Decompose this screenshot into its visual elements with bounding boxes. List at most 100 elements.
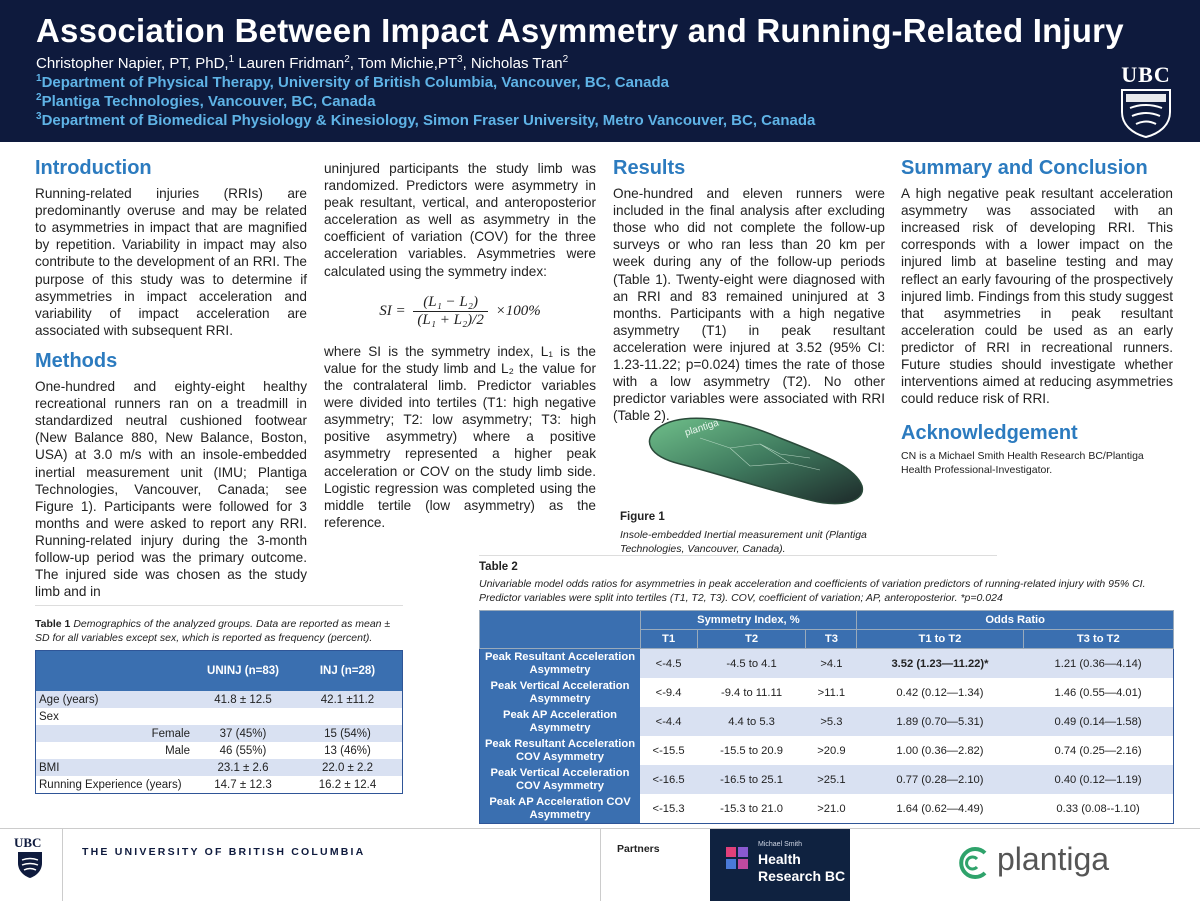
table-cell: Age (years) (35, 691, 193, 708)
table2-sub-header: T2 (696, 629, 807, 649)
table-row: Peak Vertical Acceleration COV Asymmetry… (479, 765, 1174, 794)
table-cell: <-15.5 (640, 736, 698, 765)
table-cell: 22.0 ± 2.2 (293, 759, 403, 776)
table-cell: BMI (35, 759, 193, 776)
formula-numerator: (L₁ − L₂) (413, 294, 488, 312)
table-row: Female 37 (45%) 15 (54%) (35, 725, 403, 742)
table-cell: -16.5 to 25.1 (697, 765, 806, 794)
column-3: Results One-hundred and eleven runners w… (613, 157, 885, 424)
table1-header (35, 650, 193, 691)
affiliation-1: 1Department of Physical Therapy, Univers… (36, 73, 669, 91)
plantiga-logo: plantiga (955, 839, 1125, 889)
table2-group-header: Symmetry Index, % (639, 610, 858, 630)
table-row: BMI 23.1 ± 2.6 22.0 ± 2.2 (35, 759, 403, 776)
table2-sub-header: T1 (639, 629, 698, 649)
figure1-label: Figure 1 (620, 511, 665, 523)
summary-heading: Summary and Conclusion (901, 157, 1148, 179)
author-name: , Nicholas Tran (462, 55, 563, 72)
table-cell: 46 (55%) (193, 742, 293, 759)
table-cell: 41.8 ± 12.5 (193, 691, 293, 708)
table2-label: Table 2 (479, 561, 518, 573)
methods-heading: Methods (35, 349, 118, 372)
table2-corner (479, 610, 641, 649)
table-row: Age (years) 41.8 ± 12.5 42.1 ±11.2 (35, 691, 403, 708)
table-cell: 0.33 (0.08--1.10) (1023, 794, 1174, 824)
table-cell: Running Experience (years) (35, 776, 193, 794)
affiliation-3: 3Department of Biomedical Physiology & K… (36, 111, 815, 129)
table2-group-header: Odds Ratio (856, 610, 1174, 630)
table2-sub-header: T3 (805, 629, 858, 649)
poster-header: Association Between Impact Asymmetry and… (0, 0, 1200, 142)
plantiga-wordmark: plantiga (997, 841, 1110, 877)
table-row: Peak Resultant Acceleration COV Asymmetr… (479, 736, 1174, 765)
table-cell: 1.64 (0.62—4.49) (856, 794, 1024, 824)
table-cell: 1.00 (0.36—2.82) (856, 736, 1024, 765)
table2-sub-header: T1 to T2 (856, 629, 1024, 649)
author-sup: 2 (344, 54, 350, 65)
table2-sub-header-row: T1 T2 T3 T1 to T2 T3 to T2 (480, 629, 1175, 649)
table-cell: Male (35, 742, 193, 759)
affil-num: 2 (36, 92, 42, 103)
poster-footer: UBC THE UNIVERSITY OF BRITISH COLUMBIA P… (0, 828, 1200, 901)
footer-ubc-logo-box: UBC (0, 829, 63, 901)
plantiga-mark-icon (959, 847, 987, 879)
affil-text: Department of Physical Therapy, Universi… (41, 74, 669, 91)
table-cell: >25.1 (805, 765, 857, 794)
table-cell: <-4.4 (640, 707, 698, 736)
author-sup: 1 (228, 54, 235, 65)
formula-rhs: ×100% (495, 302, 541, 319)
author-name: Christopher Napier, PT, PhD, (36, 55, 229, 72)
table-cell: 1.46 (0.55—4.01) (1023, 678, 1174, 707)
affil-text: Department of Biomedical Physiology & Ki… (41, 112, 816, 129)
table-cell: <-4.5 (640, 648, 698, 678)
table1-label: Table 1 (35, 618, 71, 630)
formula-fraction: (L₁ − L₂) (L₁ + L₂)/2 (413, 294, 488, 329)
table-row: Peak Vertical Acceleration Asymmetry <-9… (479, 678, 1174, 707)
results-heading: Results (613, 157, 686, 179)
table-cell: 0.40 (0.12—1.19) (1023, 765, 1174, 794)
msh-line-1: Health (758, 851, 801, 867)
table-cell: 16.2 ± 12.4 (293, 776, 403, 794)
footer-ubc-logo-text: UBC (14, 835, 42, 850)
author-sup: 2 (562, 54, 569, 65)
ack-text: CN is a Michael Smith Health Research BC… (901, 450, 1144, 476)
table-row: Peak Resultant Acceleration Asymmetry <-… (479, 648, 1174, 678)
footer-university-name: THE UNIVERSITY OF BRITISH COLUMBIA (82, 846, 366, 858)
affil-num: 3 (36, 111, 42, 122)
divider (35, 605, 403, 606)
ubc-crest-icon (1121, 89, 1171, 139)
table-cell: 14.7 ± 12.3 (193, 776, 293, 794)
table2-caption-block: Table 2 Univariable model odds ratios fo… (479, 560, 1174, 605)
table-cell: <-16.5 (640, 765, 698, 794)
table-row: Running Experience (years) 14.7 ± 12.3 1… (35, 776, 403, 794)
table-cell: -4.5 to 4.1 (697, 648, 806, 678)
table-row: Peak AP Acceleration COV Asymmetry <-15.… (479, 794, 1174, 824)
divider (479, 555, 997, 556)
symmetry-index-formula: SI = (L₁ − L₂) (L₁ + L₂)/2 ×100% (324, 294, 596, 329)
summary-text: A high negative peak resultant accelerat… (901, 186, 1173, 407)
table-cell: 0.42 (0.12—1.34) (856, 678, 1024, 707)
table-cell: 1.89 (0.70—5.31) (856, 707, 1024, 736)
table-row-header: Peak AP Acceleration Asymmetry (479, 707, 640, 736)
msh-mark-icon (726, 847, 748, 869)
table-cell: 37 (45%) (193, 725, 293, 742)
formula-denominator: (L₁ + L₂)/2 (417, 311, 484, 328)
insole-image: plantiga (648, 417, 864, 505)
table1-caption: Demographics of the analyzed groups. Dat… (35, 618, 391, 644)
intro-text: Running-related injuries (RRIs) are pred… (35, 186, 307, 338)
poster-title: Association Between Impact Asymmetry and… (36, 12, 1124, 49)
table-row: Sex (35, 708, 403, 725)
table-row-header: Peak Vertical Acceleration Asymmetry (479, 678, 640, 707)
table-row: Male 46 (55%) 13 (46%) (35, 742, 403, 759)
footer-ubc-crest-icon (18, 852, 42, 878)
table-cell (293, 708, 403, 725)
methods-text-2: uninjured participants the study limb wa… (324, 161, 596, 279)
partners-label: Partners (617, 843, 660, 855)
table-cell: >4.1 (805, 648, 857, 678)
table-cell: <-15.3 (640, 794, 698, 824)
column-4: Summary and Conclusion A high negative p… (901, 157, 1173, 477)
author-list: Christopher Napier, PT, PhD,1 Lauren Fri… (36, 54, 568, 72)
table-cell: >21.0 (805, 794, 857, 824)
table2-caption: Univariable model odds ratios for asymme… (479, 578, 1146, 604)
table1-header: UNINJ (n=83) (193, 650, 293, 691)
